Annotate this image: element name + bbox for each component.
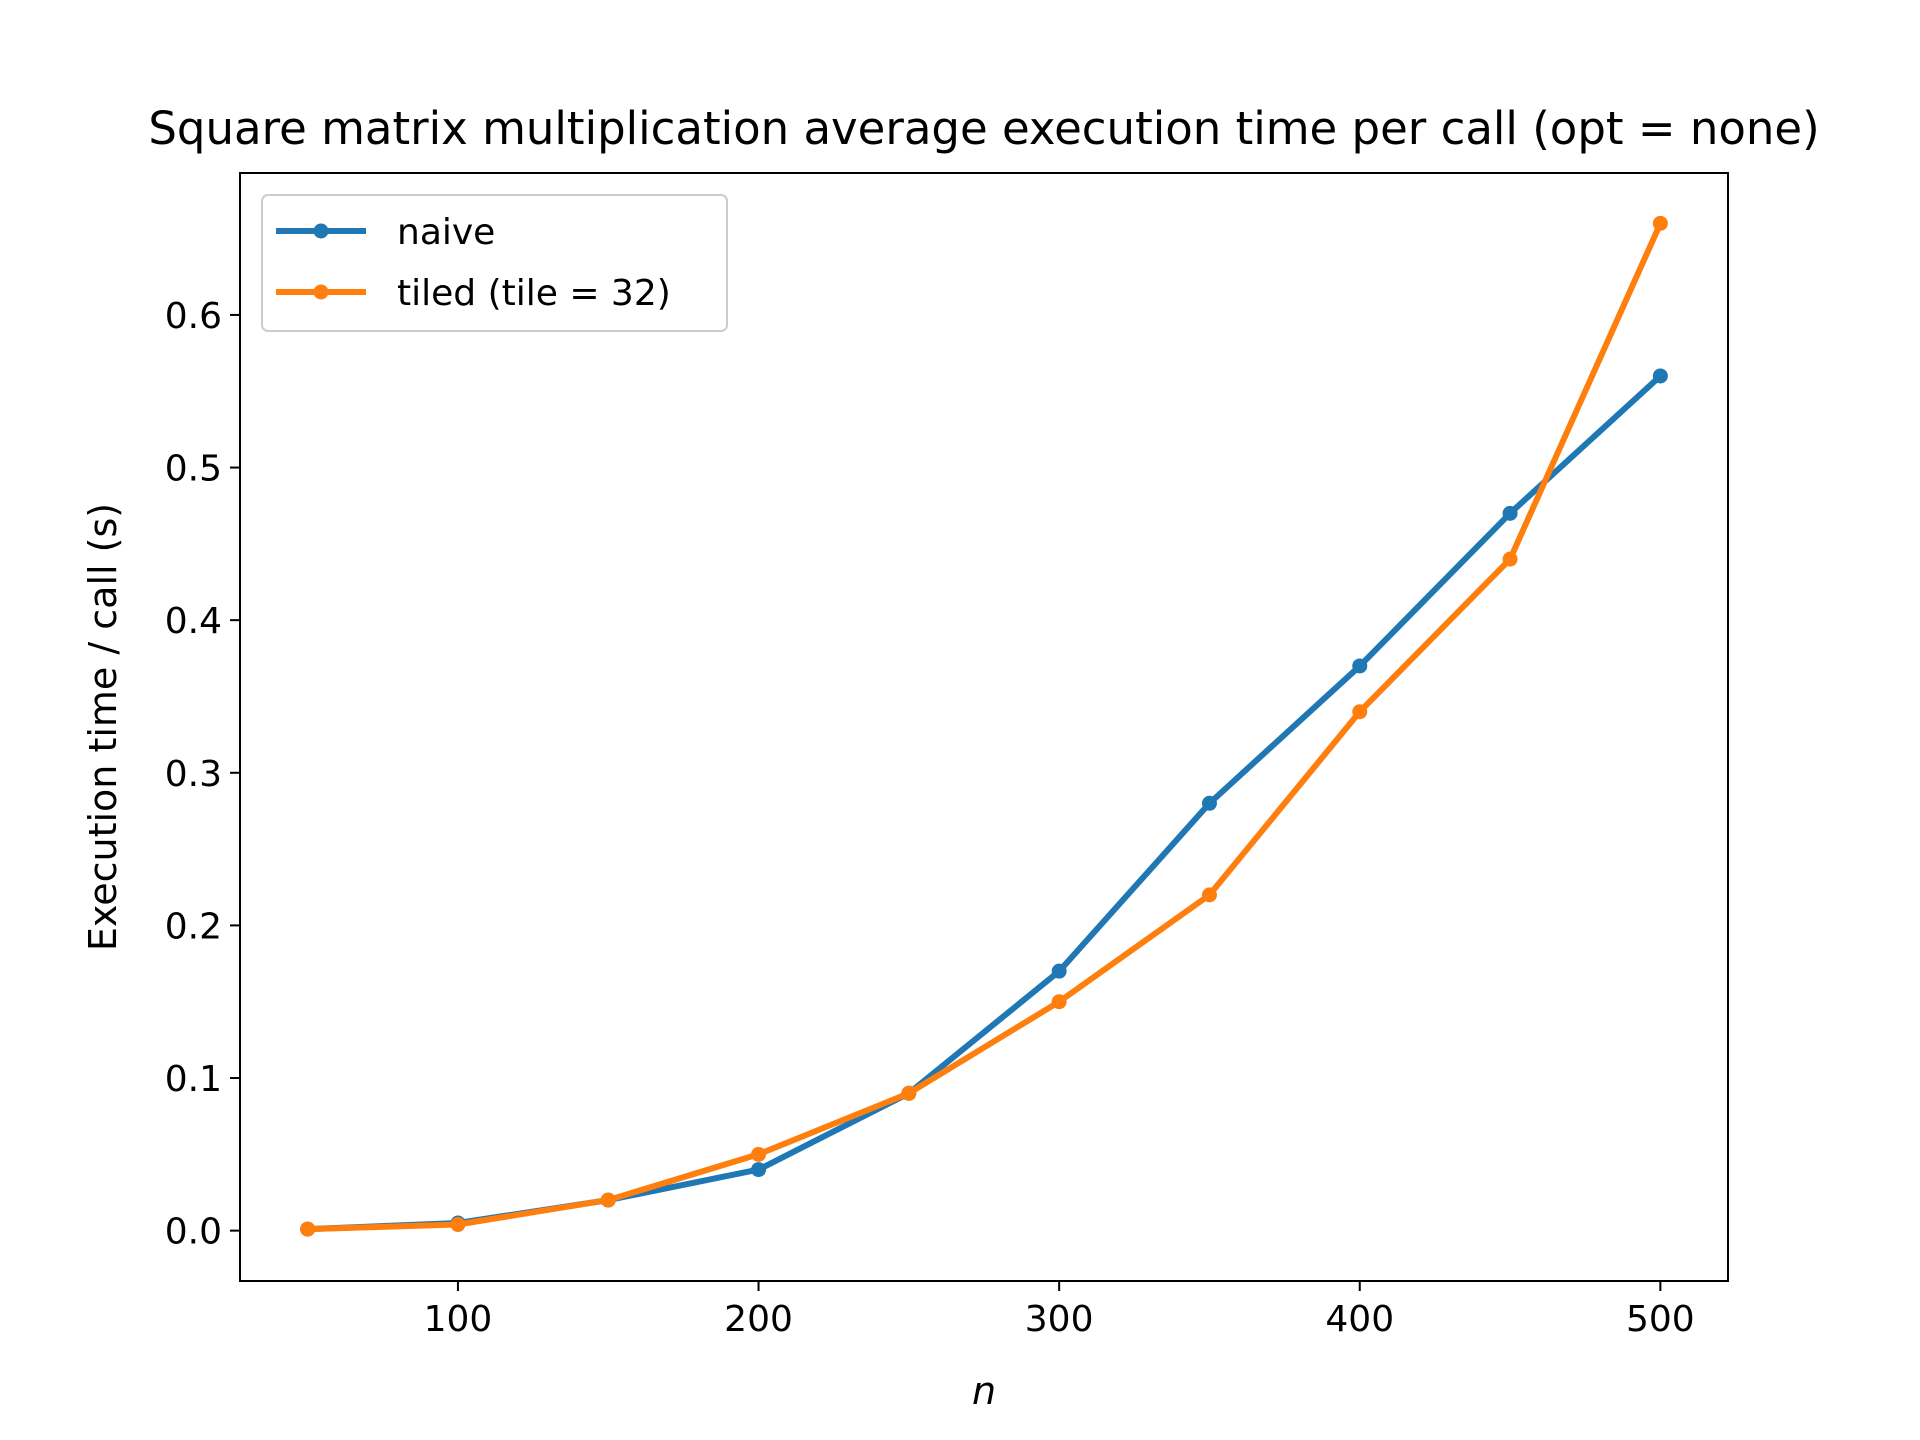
- y-tick-label: 0.6: [165, 296, 222, 337]
- series-line: [304, 219, 1665, 1233]
- x-tick-label: 200: [724, 1299, 793, 1340]
- legend-label: tiled (tile = 32): [397, 273, 671, 314]
- chart-title: Square matrix multiplication average exe…: [148, 102, 1819, 155]
- data-point: [1652, 368, 1668, 384]
- y-tick-label: 0.2: [165, 906, 222, 947]
- y-tick-label: 0.4: [165, 601, 222, 642]
- x-tick-label: 100: [424, 1299, 493, 1340]
- y-tick-label: 0.5: [165, 449, 222, 490]
- data-point: [1201, 887, 1217, 903]
- data-point: [1051, 994, 1067, 1010]
- x-tick-label: 400: [1325, 1299, 1394, 1340]
- x-tick-label: 500: [1626, 1299, 1695, 1340]
- x-axis-label: n: [972, 1369, 996, 1413]
- data-point: [450, 1217, 466, 1233]
- legend-label: naive: [397, 212, 495, 253]
- series-1: [300, 215, 1668, 1237]
- data-point: [751, 1162, 767, 1178]
- legend-box: [261, 194, 728, 332]
- data-point: [600, 1192, 616, 1208]
- data-point: [1502, 551, 1518, 567]
- data-point: [300, 1221, 316, 1237]
- legend-swatch-marker: [313, 223, 329, 239]
- x-tick-label: 300: [1025, 1299, 1094, 1340]
- y-axis-label: Execution time / call (s): [81, 503, 125, 951]
- data-point: [1201, 795, 1217, 811]
- data-point: [901, 1085, 917, 1101]
- legend-swatch-marker: [313, 284, 329, 300]
- y-tick-label: 0.1: [165, 1059, 222, 1100]
- data-point: [1352, 704, 1368, 720]
- data-point: [1652, 215, 1668, 231]
- legend: naive tiled (tile = 32): [261, 194, 728, 332]
- y-tick-label: 0.0: [165, 1212, 222, 1253]
- data-point: [1352, 658, 1368, 674]
- y-axis-ticks: 0.0 0.1 0.2 0.3 0.4 0.5 0.6: [165, 296, 240, 1253]
- axes-frame: [239, 172, 1729, 1282]
- plot-area: [300, 215, 1668, 1237]
- x-axis-ticks: 100 200 300 400 500: [424, 1281, 1695, 1340]
- data-point: [751, 1146, 767, 1162]
- data-point: [1051, 963, 1067, 979]
- y-tick-label: 0.3: [165, 754, 222, 795]
- data-point: [1502, 505, 1518, 521]
